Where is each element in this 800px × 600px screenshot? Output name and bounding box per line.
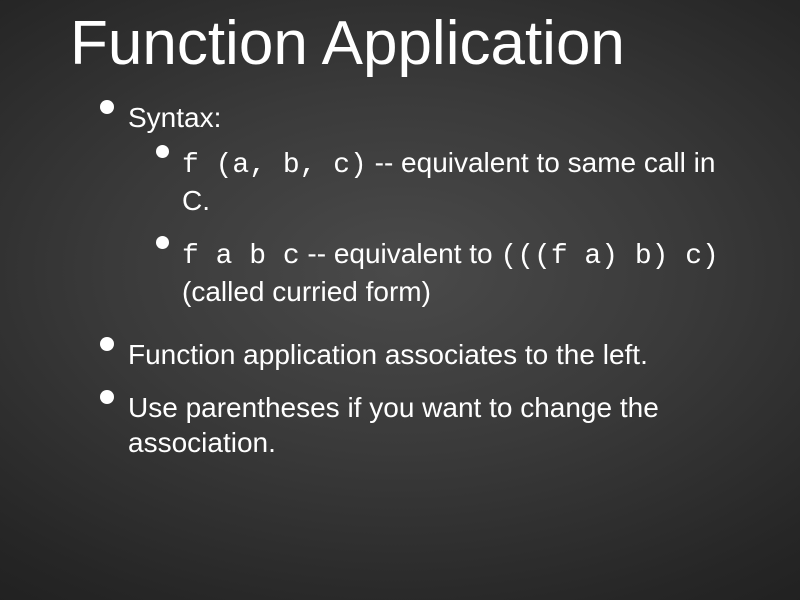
bullet-associates-left: Function application associates to the l…	[100, 337, 740, 372]
slide-content: Syntax: f (a, b, c) -- equivalent to sam…	[100, 100, 740, 478]
text-span: Function application associates to the l…	[128, 339, 648, 370]
sub-bullet-tuple-form: f (a, b, c) -- equivalent to same call i…	[156, 145, 740, 218]
sub-bullet-curried-form: f a b c -- equivalent to (((f a) b) c) (…	[156, 236, 740, 309]
text-span: Use parentheses if you want to change th…	[128, 392, 659, 458]
text-span: (called curried form)	[182, 276, 431, 307]
slide-title: Function Application	[70, 8, 625, 79]
code-span: f (a, b, c)	[182, 150, 367, 181]
code-span: (((f a) b) c)	[500, 241, 718, 272]
bullet-syntax-label: Syntax:	[128, 102, 221, 133]
slide: Function Application Syntax: f (a, b, c)…	[0, 0, 800, 600]
code-span: f a b c	[182, 241, 300, 272]
text-span: -- equivalent to	[300, 238, 501, 269]
sub-bullet-list: f (a, b, c) -- equivalent to same call i…	[128, 145, 740, 309]
bullet-list: Syntax: f (a, b, c) -- equivalent to sam…	[100, 100, 740, 460]
bullet-syntax: Syntax: f (a, b, c) -- equivalent to sam…	[100, 100, 740, 309]
bullet-parentheses: Use parentheses if you want to change th…	[100, 390, 740, 460]
